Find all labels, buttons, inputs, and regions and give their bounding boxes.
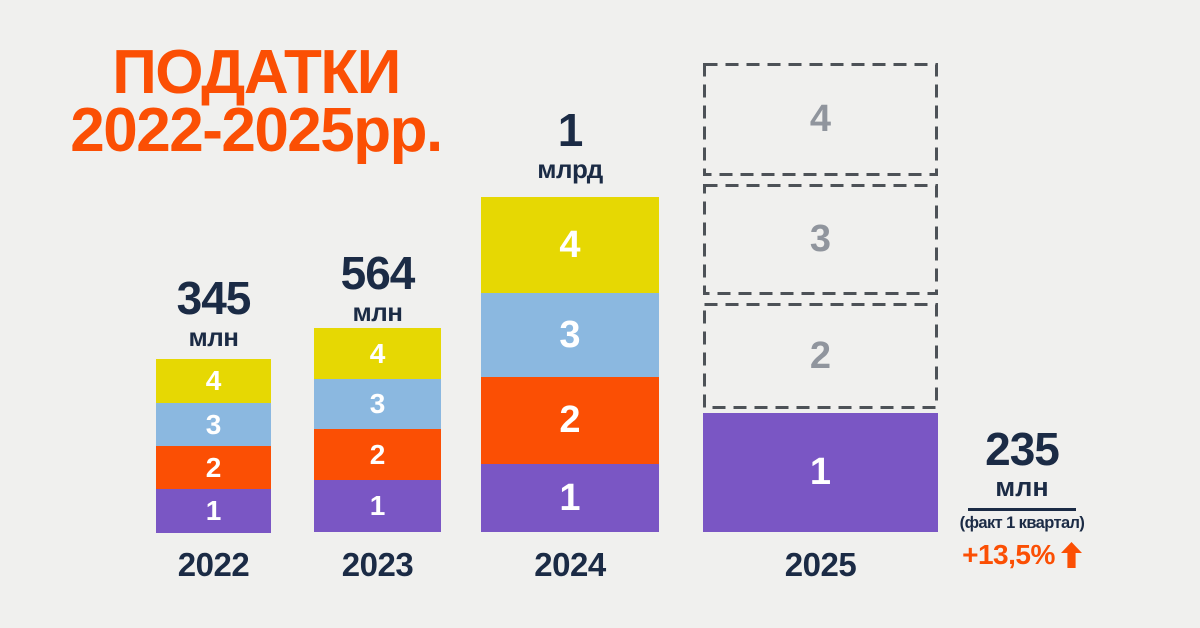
total-label-2024: 1 млрд <box>481 107 659 182</box>
axis-label-2022: 2022 <box>177 546 250 583</box>
segment-number: 3 <box>205 408 222 440</box>
bar-segment-q3-planned: 3 <box>703 184 938 295</box>
total-unit: млрд <box>537 154 603 184</box>
axis-label-2023: 2023 <box>341 546 414 583</box>
total-label-2023: 564 млн <box>314 250 441 325</box>
bar-segment-q3-fact: 3 <box>156 403 271 446</box>
bar-segment-q2-planned: 2 <box>703 303 938 409</box>
up-arrow-icon <box>1060 541 1082 568</box>
dashed-border <box>703 184 938 295</box>
segment-number: 3 <box>809 218 832 260</box>
fact-note: (факт 1 квартал) <box>959 514 1085 532</box>
segment-number: 4 <box>559 223 581 266</box>
segment-number: 4 <box>369 337 386 369</box>
bar-segment-q2-fact: 2 <box>314 429 441 480</box>
bar-segment-q4-fact: 4 <box>481 197 659 293</box>
segment-number: 4 <box>205 365 222 396</box>
page-title-line1: ПОДАТКИ <box>112 38 401 107</box>
axis-label-2025: 2025 <box>784 546 857 583</box>
bar-column-2024: 4 3 2 1 <box>481 197 659 532</box>
axis-label-2024: 2024 <box>534 546 606 583</box>
fact-value: 235 <box>985 423 1060 475</box>
segment-number: 2 <box>369 438 386 470</box>
segment-number: 2 <box>559 399 581 441</box>
segment-number: 2 <box>809 334 832 377</box>
total-unit: млн <box>188 322 239 352</box>
delta-badge: +13,5% <box>944 538 1100 570</box>
bar-segment-q4-planned: 4 <box>703 63 938 176</box>
bar-column-2025: 4 3 2 1 <box>703 63 938 532</box>
segment-number: 2 <box>205 451 222 483</box>
bar-segment-q2-fact: 2 <box>156 446 271 489</box>
fact-annotation: 235 млн (факт 1 квартал) +13,5% <box>944 426 1100 569</box>
segment-number: 1 <box>809 451 832 493</box>
total-value: 1 <box>557 104 584 156</box>
bar-column-2022: 4 3 2 1 <box>156 359 271 533</box>
total-value: 345 <box>176 272 252 324</box>
dashed-border <box>703 303 938 409</box>
segment-number: 1 <box>369 490 386 521</box>
segment-number: 3 <box>369 388 386 419</box>
delta-value: +13,5% <box>962 538 1055 570</box>
segment-number: 1 <box>205 495 222 526</box>
fact-unit: млн <box>995 472 1049 502</box>
bar-segment-q1-fact: 1 <box>481 464 659 532</box>
bar-column-2023: 4 3 2 1 <box>314 328 441 532</box>
segment-number: 4 <box>809 98 832 140</box>
bar-segment-q1-fact: 1 <box>703 413 938 532</box>
bar-segment-q4-fact: 4 <box>156 359 271 403</box>
bar-segment-q3-fact: 3 <box>314 379 441 429</box>
dashed-border <box>703 63 938 176</box>
bar-segment-q1-fact: 1 <box>314 480 441 532</box>
total-value: 564 <box>340 247 416 299</box>
page-title-line2: 2022-2025рр. <box>70 96 443 166</box>
bar-segment-q2-fact: 2 <box>481 377 659 464</box>
fact-divider <box>968 508 1076 511</box>
total-unit: млн <box>352 297 403 327</box>
segment-number: 3 <box>559 313 581 356</box>
bar-segment-q1-fact: 1 <box>156 489 271 533</box>
bar-segment-q3-fact: 3 <box>481 293 659 377</box>
page-title: ПОДАТКИ 2022-2025рр. <box>40 38 472 166</box>
bar-segment-q4-fact: 4 <box>314 328 441 379</box>
total-label-2022: 345 млн <box>156 275 271 350</box>
segment-number: 1 <box>559 476 581 519</box>
